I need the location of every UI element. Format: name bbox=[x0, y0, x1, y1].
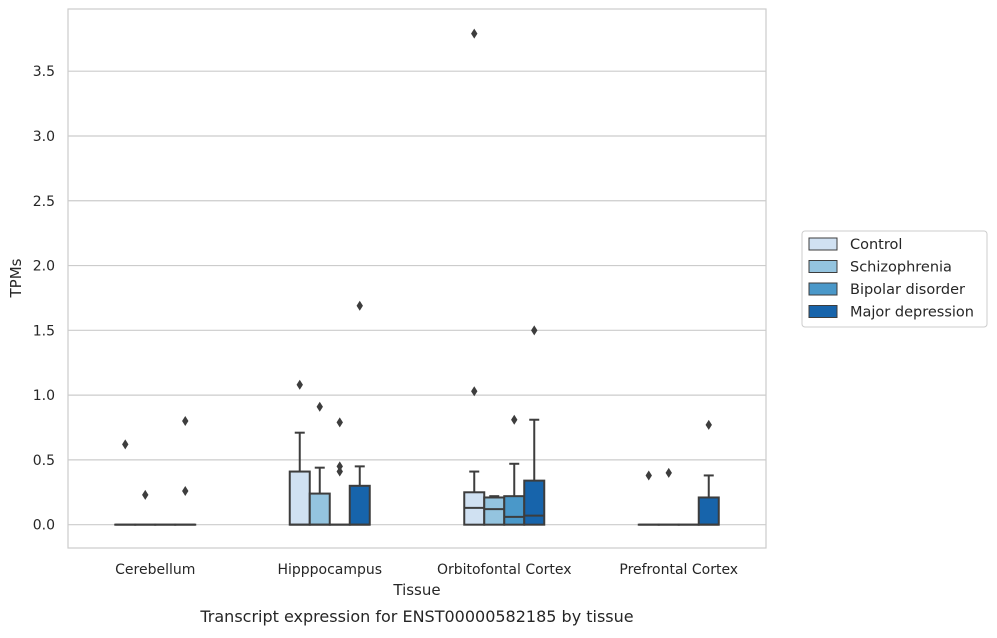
outlier-point bbox=[142, 490, 148, 500]
box-bipolar-disorder bbox=[330, 417, 350, 524]
box bbox=[484, 497, 504, 524]
outlier-point bbox=[706, 420, 712, 430]
outlier-point bbox=[182, 486, 188, 496]
outlier-point bbox=[317, 402, 323, 412]
outlier-point bbox=[471, 29, 477, 39]
legend-swatch bbox=[809, 283, 837, 295]
box bbox=[310, 494, 330, 525]
box-major-depression bbox=[350, 301, 370, 525]
y-tick-label: 3.0 bbox=[33, 129, 55, 145]
y-tick-label: 1.5 bbox=[33, 323, 55, 339]
y-tick-label: 2.0 bbox=[33, 259, 55, 275]
box bbox=[290, 472, 310, 525]
box-schizophrenia bbox=[484, 496, 504, 525]
y-tick-label: 2.5 bbox=[33, 194, 55, 210]
legend-label: Control bbox=[850, 237, 902, 253]
y-tick-label: 0.0 bbox=[33, 518, 55, 534]
x-tick-label: Cerebellum bbox=[115, 562, 195, 578]
outlier-point bbox=[511, 415, 517, 425]
outlier-point bbox=[182, 416, 188, 426]
outlier-point bbox=[337, 417, 343, 427]
box-schizophrenia bbox=[310, 402, 330, 525]
outlier-point bbox=[122, 439, 128, 449]
legend-swatch bbox=[809, 238, 837, 250]
chart-title: Transcript expression for ENST0000058218… bbox=[199, 607, 633, 626]
box-schizophrenia bbox=[135, 490, 155, 525]
box-major-depression bbox=[175, 416, 195, 525]
y-axis-label: TPMs bbox=[7, 258, 25, 298]
box-control bbox=[639, 470, 659, 524]
box-major-depression bbox=[699, 420, 719, 525]
x-axis-label: Tissue bbox=[392, 581, 440, 599]
box bbox=[524, 481, 544, 525]
box bbox=[350, 486, 370, 525]
x-tick-label: Hipppocampus bbox=[277, 562, 382, 578]
x-tick-label: Orbitofontal Cortex bbox=[437, 562, 572, 578]
outlier-point bbox=[531, 325, 537, 335]
box-series-layer bbox=[115, 29, 719, 525]
x-axis-ticks: Cerebellum Hipppocampus Orbitofontal Corte… bbox=[115, 562, 738, 578]
outlier-point bbox=[357, 301, 363, 311]
x-tick-label: Prefrontal Cortex bbox=[619, 562, 738, 578]
box bbox=[504, 496, 524, 525]
legend: Control Schizophrenia Bipolar disorder Majo… bbox=[802, 231, 987, 327]
legend-swatch bbox=[809, 261, 837, 273]
box-control bbox=[115, 439, 135, 524]
box-schizophrenia bbox=[659, 468, 679, 525]
plot-area-frame bbox=[68, 9, 766, 548]
outlier-point bbox=[666, 468, 672, 478]
outlier-point bbox=[297, 380, 303, 390]
y-tick-label: 0.5 bbox=[33, 453, 55, 469]
legend-swatch bbox=[809, 306, 837, 318]
gridlines bbox=[68, 71, 766, 524]
box bbox=[699, 497, 719, 524]
legend-label: Bipolar disorder bbox=[850, 282, 965, 298]
box-control bbox=[290, 380, 310, 525]
outlier-point bbox=[646, 470, 652, 480]
legend-label: Schizophrenia bbox=[850, 260, 952, 276]
box-major-depression bbox=[524, 325, 544, 524]
box-control bbox=[464, 29, 484, 525]
y-tick-label: 1.0 bbox=[33, 388, 55, 404]
y-tick-label: 3.5 bbox=[33, 64, 55, 80]
y-axis-ticks: 0.0 0.5 1.0 1.5 2.0 2.5 3.0 3.5 bbox=[33, 64, 55, 533]
box-bipolar-disorder bbox=[504, 415, 524, 525]
legend-label: Major depression bbox=[850, 305, 974, 321]
outlier-point bbox=[337, 461, 343, 471]
